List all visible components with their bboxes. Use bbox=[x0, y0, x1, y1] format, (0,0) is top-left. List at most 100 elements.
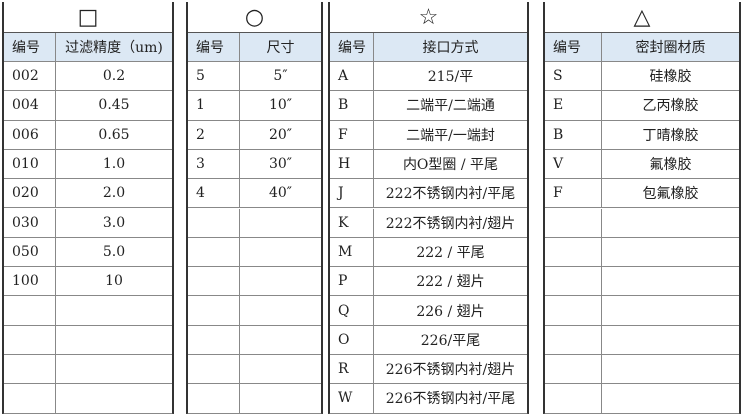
empty-cell bbox=[188, 296, 240, 326]
table-cell: V bbox=[545, 149, 602, 180]
table: ☆ 编号 接口方式 A 215/平 B 二端平/二端通 F 二端平/一端封 H 内O型圈 / 平尾 J… bbox=[328, 2, 529, 414]
table: ○ 编号 尺寸 5 5″ 1 10″ 2 20″ 3 30″ 4 40″ bbox=[186, 2, 323, 414]
column-header: 过滤精度（um) bbox=[56, 33, 172, 62]
table-cell: P bbox=[330, 267, 374, 297]
column-header: 密封圈材质 bbox=[602, 33, 739, 62]
empty-cell bbox=[602, 384, 739, 414]
empty-cell bbox=[545, 208, 602, 238]
empty-cell bbox=[56, 296, 172, 326]
table-cell: B bbox=[330, 91, 374, 121]
table-cell: 222 / 平尾 bbox=[374, 238, 527, 268]
symbol: ☆ bbox=[330, 2, 527, 33]
empty-cell bbox=[188, 355, 240, 385]
table-cell: 1.0 bbox=[56, 150, 172, 180]
table-cell: 222 / 翅片 bbox=[374, 267, 527, 297]
empty-cell bbox=[545, 384, 602, 414]
empty-cell bbox=[602, 296, 739, 326]
column-header: 接口方式 bbox=[374, 33, 527, 62]
empty-cell bbox=[56, 355, 172, 385]
empty-cell bbox=[240, 384, 321, 414]
empty-cell bbox=[188, 237, 240, 268]
table-cell: 20″ bbox=[240, 121, 321, 150]
table-cell: 包氟橡胶 bbox=[602, 179, 739, 209]
column-header: 编号 bbox=[4, 33, 56, 62]
empty-cell bbox=[56, 384, 172, 414]
table-cell: H bbox=[330, 149, 374, 180]
table-cell: 硅橡胶 bbox=[602, 62, 739, 92]
table-cell: Q bbox=[330, 296, 374, 326]
table-cell: 050 bbox=[4, 237, 56, 268]
table-cell: R bbox=[330, 355, 374, 385]
table-cell: 1 bbox=[188, 91, 240, 121]
empty-cell bbox=[602, 326, 739, 355]
table-cell: 二端平/二端通 bbox=[374, 91, 527, 121]
table-cell: 222不锈钢内衬/翅片 bbox=[374, 209, 527, 238]
table-cell: 226 / 翅片 bbox=[374, 296, 527, 326]
table-cell: A bbox=[330, 62, 374, 92]
table-cell: 3.0 bbox=[56, 209, 172, 238]
table-cell: 氟橡胶 bbox=[602, 150, 739, 180]
table-cell: 二端平/一端封 bbox=[374, 121, 527, 150]
empty-cell bbox=[545, 325, 602, 355]
table-cell: 10 bbox=[56, 267, 172, 297]
empty-cell bbox=[602, 209, 739, 238]
table-cell: 丁晴橡胶 bbox=[602, 121, 739, 150]
empty-cell bbox=[602, 238, 739, 268]
table-cell: 100 bbox=[4, 267, 56, 297]
table-cell: 3 bbox=[188, 149, 240, 180]
table: □ 编号 过滤精度（um) 002 0.2 004 0.45 006 0.65 010 1.0 020… bbox=[2, 2, 174, 414]
table-cell: 006 bbox=[4, 120, 56, 150]
empty-cell bbox=[545, 355, 602, 385]
table: △ 编号 密封圈材质 S 硅橡胶 E 乙丙橡胶 B 丁晴橡胶 V 氟橡胶 F 包氟橡胶 bbox=[543, 2, 741, 414]
table-cell: J bbox=[330, 179, 374, 209]
table-cell: 226/平尾 bbox=[374, 326, 527, 355]
table-cell: 30″ bbox=[240, 150, 321, 180]
empty-cell bbox=[602, 267, 739, 297]
table-cell: 222不锈钢内衬/平尾 bbox=[374, 179, 527, 209]
empty-cell bbox=[240, 296, 321, 326]
table-cell: M bbox=[330, 237, 374, 268]
table-cell: 40″ bbox=[240, 179, 321, 209]
table-cell: 020 bbox=[4, 179, 56, 209]
symbol: □ bbox=[4, 2, 172, 33]
empty-cell bbox=[56, 326, 172, 355]
column-header: 尺寸 bbox=[240, 33, 321, 62]
empty-cell bbox=[240, 355, 321, 385]
empty-cell bbox=[602, 355, 739, 385]
table-cell: 5 bbox=[188, 62, 240, 92]
empty-cell bbox=[240, 238, 321, 268]
table-cell: W bbox=[330, 384, 374, 414]
empty-cell bbox=[188, 384, 240, 414]
table-cell: 5″ bbox=[240, 62, 321, 92]
table-cell: 010 bbox=[4, 149, 56, 180]
empty-cell bbox=[545, 237, 602, 268]
empty-cell bbox=[188, 325, 240, 355]
table-cell: F bbox=[330, 120, 374, 150]
column-header: 编号 bbox=[188, 33, 240, 62]
table-cell: 2 bbox=[188, 120, 240, 150]
empty-cell bbox=[240, 267, 321, 297]
table-cell: 0.45 bbox=[56, 91, 172, 121]
empty-cell bbox=[240, 209, 321, 238]
empty-cell bbox=[188, 208, 240, 238]
table-cell: 030 bbox=[4, 208, 56, 238]
table-cell: 226不锈钢内衬/平尾 bbox=[374, 384, 527, 414]
empty-cell bbox=[188, 267, 240, 297]
symbol: ○ bbox=[188, 2, 321, 33]
table-cell: 002 bbox=[4, 62, 56, 92]
table-cell: S bbox=[545, 62, 602, 92]
table-cell: 004 bbox=[4, 91, 56, 121]
empty-cell bbox=[4, 384, 56, 414]
table-cell: 2.0 bbox=[56, 179, 172, 209]
table-cell: E bbox=[545, 91, 602, 121]
empty-cell bbox=[545, 267, 602, 297]
table-cell: O bbox=[330, 325, 374, 355]
table-cell: 内O型圈 / 平尾 bbox=[374, 150, 527, 180]
table-cell: 226不锈钢内衬/翅片 bbox=[374, 355, 527, 385]
empty-cell bbox=[545, 296, 602, 326]
table-cell: 4 bbox=[188, 179, 240, 209]
table-cell: B bbox=[545, 120, 602, 150]
table-cell: 215/平 bbox=[374, 62, 527, 92]
table-cell: K bbox=[330, 208, 374, 238]
